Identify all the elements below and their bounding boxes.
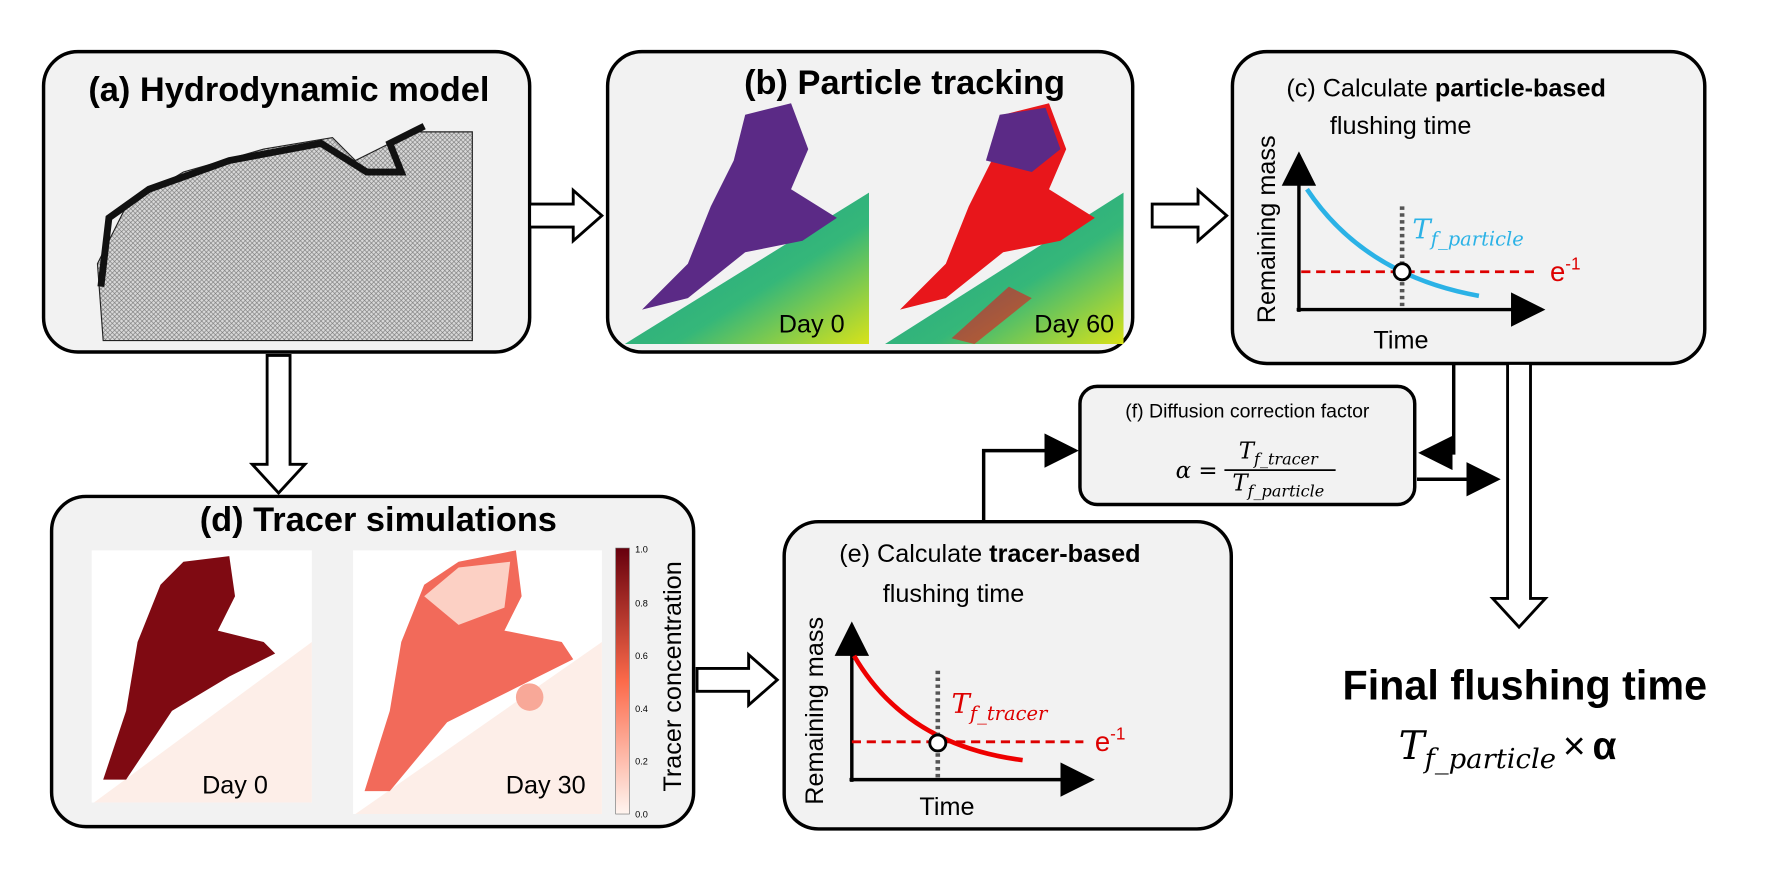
text: e	[1095, 726, 1110, 757]
connector	[1418, 363, 1456, 471]
arrow	[1489, 362, 1549, 630]
panel-title: (b) Particle tracking	[744, 64, 1065, 102]
marker-label: Tf_tracer	[952, 688, 1049, 725]
final-title: Final flushing time	[1343, 662, 1708, 708]
decay-curve	[1305, 187, 1480, 299]
particle-map-day60	[885, 103, 1124, 344]
colorbar-label: Tracer concentration	[659, 561, 687, 791]
marker-label: Tf_particle	[1412, 214, 1523, 251]
text: -1	[1565, 253, 1580, 273]
tick-label: 0.2	[635, 757, 648, 767]
y-axis-label: Remaining mass	[1253, 135, 1281, 323]
panel-c	[1230, 49, 1707, 366]
text: ×	[1563, 725, 1586, 768]
panel-title: flushing time	[1330, 112, 1472, 140]
text: T	[1232, 471, 1249, 497]
text: f_particle	[1423, 743, 1556, 775]
arrow	[528, 187, 605, 244]
connector	[981, 433, 1079, 522]
panel-title: (e) Calculate tracer-based	[839, 540, 1140, 568]
text: -1	[1110, 724, 1125, 744]
panel-title: flushing time	[883, 580, 1025, 608]
panel-e	[782, 519, 1234, 831]
panel-title: (c) Calculate particle-based	[1286, 74, 1606, 102]
arrow	[695, 651, 780, 709]
coastline	[97, 123, 426, 288]
panel-f	[1078, 384, 1417, 507]
text: T	[1399, 724, 1428, 769]
colorbar	[615, 547, 630, 815]
tick-label: 1.0	[635, 545, 648, 555]
title-text: (e) Calculate	[839, 540, 982, 568]
intersection	[1392, 262, 1412, 282]
text: T	[1412, 214, 1433, 246]
text: f_tracer	[968, 702, 1049, 725]
x-axis-label: Time	[919, 793, 974, 821]
x-axis-label: Time	[1373, 327, 1428, 355]
panel-title: (a) Hydrodynamic model	[88, 71, 489, 109]
text: f_particle	[1247, 481, 1325, 500]
formula-lhs: α =	[1176, 458, 1218, 484]
y-axis-label: Remaining mass	[801, 617, 829, 805]
formula-numerator: Tf_tracer	[1239, 439, 1319, 469]
mesh-map	[96, 131, 473, 342]
decay-curve	[852, 654, 1023, 763]
title-bold: tracer-based	[989, 540, 1140, 568]
arrow	[248, 354, 309, 496]
tick-label: 0.6	[635, 651, 648, 661]
map-label: Day 30	[506, 771, 586, 799]
title-bold: particle-based	[1435, 74, 1606, 102]
panel-title: (d) Tracer simulations	[200, 501, 557, 539]
text: T	[1239, 439, 1256, 465]
tick-label: 0.4	[635, 704, 648, 714]
tick-label: 0.8	[635, 599, 648, 609]
text: e	[1550, 256, 1565, 287]
formula-denominator: Tf_particle	[1232, 471, 1324, 501]
map-label: Day 0	[779, 311, 845, 339]
threshold-label: e-1	[1095, 724, 1126, 757]
tracer-map-day30	[353, 550, 602, 815]
text: f_particle	[1429, 227, 1524, 250]
text: f_tracer	[1253, 449, 1319, 468]
tick-label: 0.0	[635, 809, 648, 819]
text: T	[952, 688, 973, 720]
final-formula: Tf_particle × α	[1399, 724, 1617, 775]
text: α	[1593, 725, 1617, 768]
intersection	[928, 733, 948, 753]
threshold-label: e-1	[1550, 253, 1581, 286]
title-text: (c) Calculate	[1286, 74, 1428, 102]
arrow	[1150, 187, 1229, 244]
map-label: Day 60	[1034, 311, 1114, 339]
panel-title: (f) Diffusion correction factor	[1125, 400, 1370, 422]
map-label: Day 0	[202, 771, 268, 799]
tracer-map-day0	[91, 550, 312, 803]
colorbar-ticks: 0.0 0.2 0.4 0.6 0.8 1.0	[635, 545, 648, 820]
